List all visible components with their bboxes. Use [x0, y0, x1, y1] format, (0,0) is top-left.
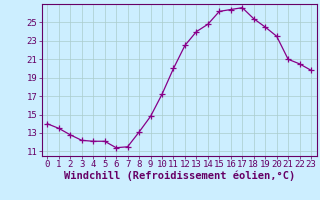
- X-axis label: Windchill (Refroidissement éolien,°C): Windchill (Refroidissement éolien,°C): [64, 171, 295, 181]
